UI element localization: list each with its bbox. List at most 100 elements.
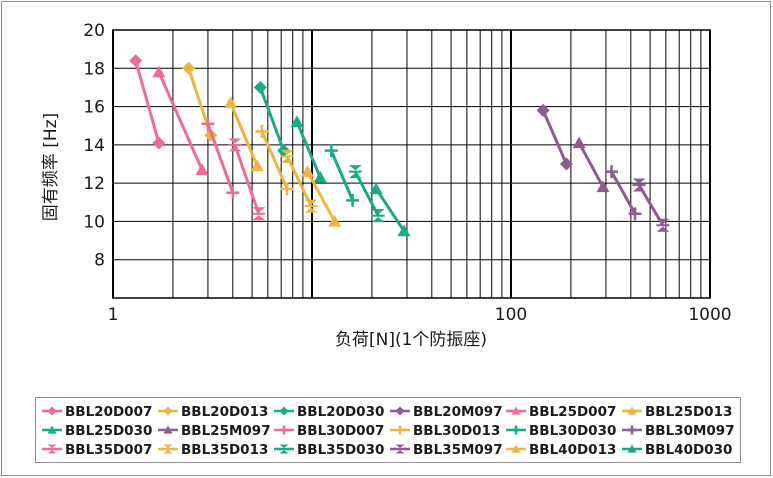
legend-label: BBL35M097 [413,442,503,458]
data-point [536,103,550,117]
data-point [47,406,57,416]
data-point [163,406,173,416]
chart-tick-labels: 8 10 12 14 16 18 20 1 100 1000 [83,21,731,325]
legend-entry: BBL25D007 [506,404,616,420]
legend-entry: BBL25M097 [158,423,271,439]
legend-entry: BBL35D007 [42,442,152,458]
legend-entry: BBL20M097 [390,404,503,420]
series-BBL25D030 [290,115,327,183]
series-BBL20D013 [182,61,218,142]
series-BBL25M097 [572,136,610,193]
data-point [511,444,521,453]
x-tick-label: 100 [495,305,527,325]
legend-entry: BBL30D013 [390,423,500,439]
series-line [637,184,665,227]
data-point [328,214,342,227]
series-line [295,121,322,178]
legend-entry: BBL30D030 [506,423,616,439]
legend-entry: BBL30D007 [274,423,384,439]
y-tick-label: 10 [83,212,105,232]
series-line [134,60,161,144]
series-BBL30D030 [324,144,360,207]
data-point [596,180,610,193]
legend-label: BBL20D030 [297,404,384,420]
legend-label: BBL40D030 [645,442,732,458]
series-line [306,170,336,223]
series-BBL25D007 [152,65,209,175]
legend-label: BBL20D007 [65,404,152,420]
y-tick-label: 12 [83,174,105,194]
x-tick-label: 1 [108,305,119,325]
series-line [541,109,568,165]
series-line [233,144,261,215]
chart-legend: BBL20D007 BBL20D013 BBL20D030 BBL20M097 BBL2… [35,397,741,463]
y-tick-label: 16 [83,98,105,118]
series-BBL30D013 [255,124,294,196]
data-point [163,425,173,434]
series-BBL35D013 [280,149,318,213]
data-point [47,425,57,434]
x-tick-label: 1000 [688,305,731,325]
data-point [182,61,196,75]
series-line [374,188,406,232]
legend-entry: BBL30M097 [622,423,735,439]
series-BBL30D007 [201,117,240,200]
data-point [290,115,304,128]
legend-label: BBL25M097 [181,423,271,439]
data-point [250,159,264,172]
legend-label: BBL35D007 [65,442,152,458]
legend-label: BBL25D007 [529,404,616,420]
data-point [397,224,411,237]
series-line [329,150,354,201]
data-point [572,136,586,149]
series-line [353,170,380,217]
legend-entry: BBL35D030 [274,442,384,458]
plot-border [112,29,711,299]
data-point [195,163,209,175]
data-point [301,165,315,177]
legend-label: BBL35D013 [181,442,268,458]
data-point [279,406,289,416]
series-BBL20D007 [129,54,166,150]
series-BBL35D030 [348,165,385,223]
legend-entry: BBL20D013 [158,404,268,420]
legend-entry: BBL35M097 [390,442,503,458]
data-point [152,65,166,78]
y-tick-label: 8 [94,251,105,271]
series-BBL35M097 [632,178,670,232]
series-line [206,123,235,194]
data-point [224,96,238,108]
legend-entry: BBL40D013 [506,442,616,458]
series-line [260,130,289,190]
data-point [152,136,166,150]
y-axis-title: 固有频率 [Hz] [41,113,61,221]
legend-label: BBL40D013 [529,442,616,458]
series-BBL20D030 [253,80,291,158]
series-line [610,170,637,215]
series-line [258,86,286,152]
legend-label: BBL30D013 [413,423,500,439]
series-BBL35D007 [228,138,266,221]
legend-entry: BBL20D007 [42,404,152,420]
legend-label: BBL25D013 [645,404,732,420]
series-BBL40D030 [369,182,411,237]
chart-grid [112,29,711,299]
series-line [285,155,313,207]
y-tick-label: 20 [83,21,105,41]
data-point [129,54,143,68]
legend-label: BBL30D007 [297,423,384,439]
data-point [627,444,637,453]
series-line [577,142,605,188]
series-BBL40D013 [301,165,342,227]
data-point [511,406,521,415]
data-point [253,80,267,94]
chart-series-layer [129,54,670,237]
series-BBL25D013 [224,96,264,172]
legend-label: BBL25D030 [65,423,152,439]
series-line [157,71,204,171]
data-point [395,406,405,416]
legend-label: BBL20M097 [413,404,503,420]
legend-svg: BBL20D007 BBL20D013 BBL20D030 BBL20M097 BBL2… [42,404,735,458]
